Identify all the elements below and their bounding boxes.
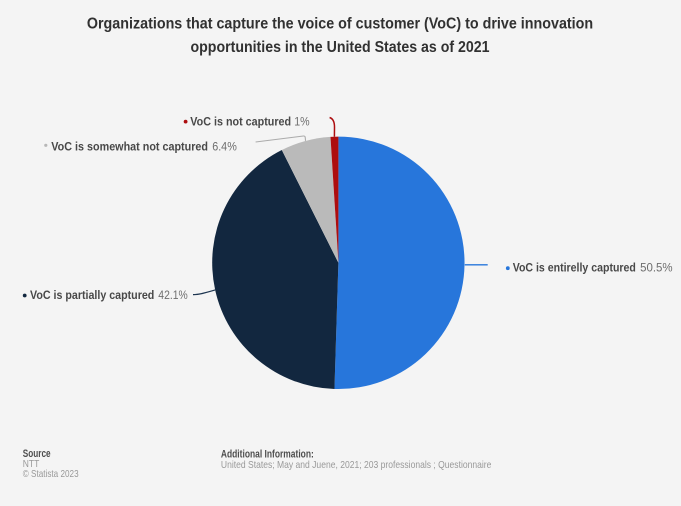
svg-text:VoC is somewhat not captured: VoC is somewhat not captured <box>51 140 208 154</box>
svg-text:Additional Information:: Additional Information: <box>221 449 314 461</box>
svg-text:VoC is not captured: VoC is not captured <box>190 115 291 129</box>
svg-text:Organizations that capture the: Organizations that capture the voice of … <box>87 16 593 33</box>
svg-text:© Statista 2023: © Statista 2023 <box>23 468 79 480</box>
svg-text:opportunities in the United St: opportunities in the United States as of… <box>191 39 490 56</box>
svg-text:VoC is entirelly captured: VoC is entirelly captured <box>513 261 636 275</box>
svg-text:50.5%: 50.5% <box>640 261 673 275</box>
svg-text:NTT: NTT <box>23 458 40 470</box>
svg-text:VoC is partially captured: VoC is partially captured <box>30 288 154 302</box>
svg-text:1%: 1% <box>294 115 310 129</box>
svg-text:6.4%: 6.4% <box>212 140 237 154</box>
svg-text:42.1%: 42.1% <box>158 288 188 302</box>
svg-text:Source: Source <box>23 448 51 460</box>
svg-text:United States; May and Juene,: United States; May and Juene, 2021; 203 … <box>221 459 492 471</box>
